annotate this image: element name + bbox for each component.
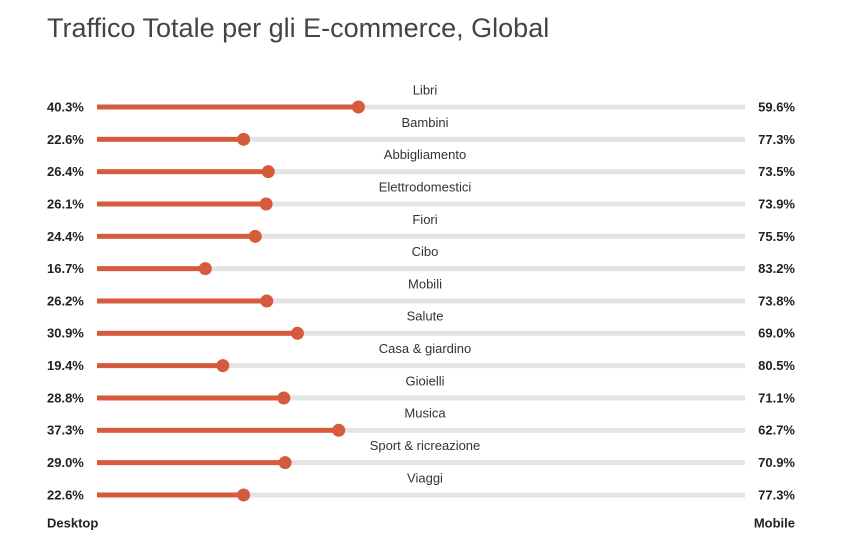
desktop-bar — [97, 136, 244, 142]
value-label: 26.1% — [47, 196, 84, 211]
value-label: 70.9% — [758, 455, 795, 470]
value-label: 71.1% — [758, 390, 795, 405]
category-label: Sport & ricreazione — [370, 438, 481, 453]
mobile-bar — [338, 427, 745, 433]
legend-desktop: Desktop — [47, 515, 98, 530]
value-label: 22.6% — [47, 132, 84, 147]
desktop-dot — [351, 100, 365, 114]
category-label: Fiori — [412, 212, 437, 227]
value-label: 30.9% — [47, 326, 84, 341]
category-label: Viaggi — [407, 470, 443, 485]
desktop-dot — [332, 423, 346, 437]
mobile-bar — [243, 136, 745, 142]
value-label: 73.5% — [758, 164, 795, 179]
value-label: 26.2% — [47, 293, 84, 308]
value-label: 83.2% — [758, 261, 795, 276]
value-label: 62.7% — [758, 423, 795, 438]
mobile-bar — [222, 363, 746, 369]
category-label: Elettrodomestici — [379, 179, 472, 194]
chart-title: Traffico Totale per gli E-commerce, Glob… — [47, 13, 549, 43]
desktop-dot — [237, 488, 251, 502]
value-label: 29.0% — [47, 455, 84, 470]
desktop-bar — [97, 233, 256, 239]
value-label: 59.6% — [758, 99, 795, 114]
desktop-bar — [97, 460, 286, 466]
mobile-bar — [285, 460, 745, 466]
category-label: Musica — [404, 406, 446, 421]
desktop-dot — [216, 359, 230, 373]
value-label: 73.8% — [758, 293, 795, 308]
desktop-bar — [97, 104, 359, 110]
category-label: Gioielli — [405, 373, 444, 388]
mobile-bar — [266, 201, 745, 207]
mobile-bar — [297, 330, 745, 336]
desktop-dot — [259, 197, 273, 211]
mobile-bar — [268, 169, 745, 175]
category-label: Abbigliamento — [384, 147, 466, 162]
desktop-bar — [97, 298, 267, 304]
value-label: 16.7% — [47, 261, 84, 276]
desktop-dot — [237, 132, 251, 146]
category-label: Salute — [407, 309, 444, 324]
category-label: Casa & giardino — [379, 341, 472, 356]
value-label: 73.9% — [758, 196, 795, 211]
category-label: Mobili — [408, 276, 442, 291]
mobile-bar — [283, 395, 745, 401]
desktop-dot — [198, 262, 212, 276]
value-label: 19.4% — [47, 358, 84, 373]
desktop-dot — [278, 456, 292, 470]
value-label: 28.8% — [47, 390, 84, 405]
category-label: Bambini — [402, 115, 449, 130]
value-label: 24.4% — [47, 229, 84, 244]
desktop-dot — [277, 391, 291, 405]
desktop-dot — [261, 165, 275, 179]
mobile-bar — [255, 233, 745, 239]
legend-mobile: Mobile — [754, 515, 795, 530]
value-label: 40.3% — [47, 99, 84, 114]
value-label: 80.5% — [758, 358, 795, 373]
value-label: 37.3% — [47, 423, 84, 438]
desktop-dot — [260, 294, 274, 308]
value-label: 22.6% — [47, 487, 84, 502]
value-label: 77.3% — [758, 487, 795, 502]
desktop-dot — [248, 229, 262, 243]
desktop-dot — [290, 326, 304, 340]
category-label: Libri — [413, 82, 438, 97]
desktop-bar — [97, 169, 269, 175]
desktop-bar — [97, 266, 206, 272]
value-label: 26.4% — [47, 164, 84, 179]
desktop-bar — [97, 427, 339, 433]
desktop-bar — [97, 395, 284, 401]
desktop-bar — [97, 330, 298, 336]
mobile-bar — [205, 266, 745, 272]
desktop-bar — [97, 201, 267, 207]
value-label: 69.0% — [758, 326, 795, 341]
category-label: Cibo — [412, 244, 439, 259]
desktop-bar — [97, 363, 223, 369]
value-label: 77.3% — [758, 132, 795, 147]
value-label: 75.5% — [758, 229, 795, 244]
mobile-bar — [243, 492, 745, 498]
desktop-bar — [97, 492, 244, 498]
mobile-bar — [266, 298, 745, 304]
mobile-bar — [358, 104, 745, 110]
